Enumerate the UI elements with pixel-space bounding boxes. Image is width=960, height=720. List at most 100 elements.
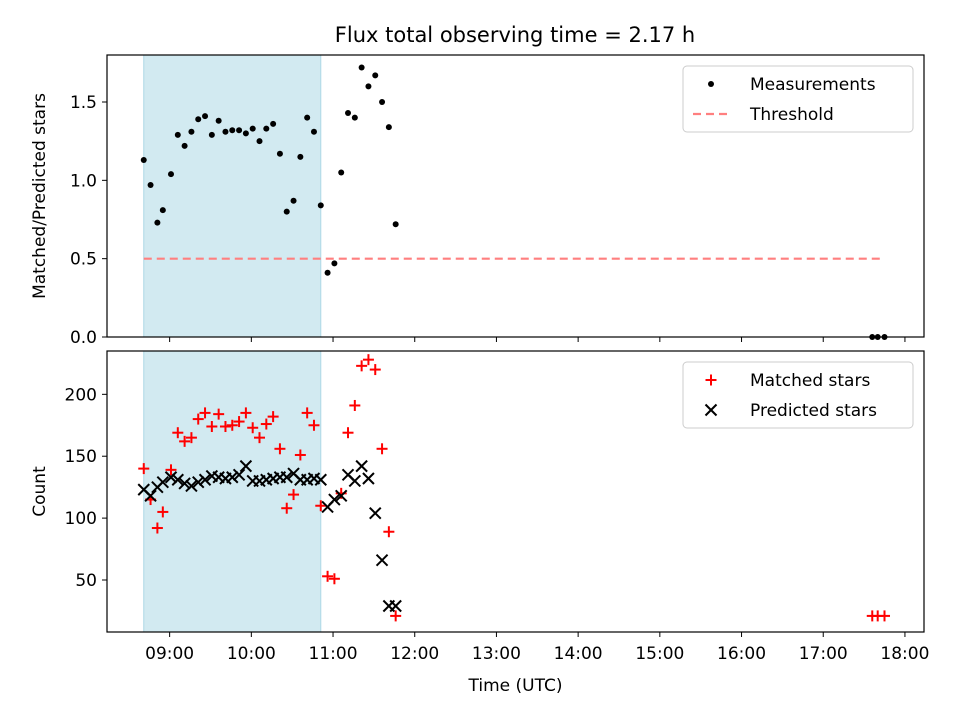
legend-box	[682, 65, 914, 133]
measurement-point	[310, 128, 317, 135]
legend-label: Threshold	[749, 105, 834, 125]
predicted-stars-point	[164, 471, 178, 484]
x-tick-label: 11:00	[309, 644, 358, 664]
shaded-observing-window	[143, 350, 322, 633]
matched-stars-point	[342, 427, 354, 439]
y-tick-label: 0.0	[70, 328, 97, 348]
legend: Measurements Threshold	[682, 65, 914, 133]
measurement-point	[297, 153, 304, 160]
measurement-point	[276, 150, 283, 157]
measurement-point	[181, 142, 188, 149]
y-tick-label: 150	[65, 447, 97, 467]
matched-stars-point	[288, 489, 300, 501]
matched-stars-point	[247, 422, 259, 434]
measurement-point	[195, 116, 202, 123]
matched-stars-point	[281, 502, 293, 514]
legend-entry: Measurements	[708, 75, 876, 95]
y-tick-label: 1.5	[70, 93, 97, 113]
predicted-stars-point	[185, 479, 198, 493]
matched-stars-point	[362, 354, 374, 366]
measurement-point	[392, 221, 399, 228]
predicted-stars-point	[198, 473, 212, 486]
matched-stars-point	[349, 399, 361, 411]
chart-title: Flux total observing time = 2.17 h	[335, 23, 695, 47]
matched-stars-point	[301, 407, 313, 419]
x-tick-label: 16:00	[717, 644, 766, 664]
matched-stars-point	[383, 526, 395, 538]
measurement-point	[290, 197, 297, 204]
axes-frame	[106, 350, 925, 633]
predicted-stars-point	[144, 489, 157, 503]
legend-entry: Threshold	[693, 105, 834, 125]
y-tick-label: 100	[65, 509, 97, 529]
legend-label: Measurements	[750, 75, 876, 95]
measurement-point	[338, 169, 345, 176]
predicted-stars-point	[239, 459, 253, 473]
legend-x-swatch	[704, 403, 718, 417]
measurement-point	[222, 128, 229, 135]
predicted-stars-point	[171, 473, 185, 486]
predicted-stars-point	[232, 468, 246, 481]
x-tick-label: 13:00	[472, 644, 521, 664]
measurement-point	[379, 99, 386, 105]
top-panel: 0.0 0.5 1.0 1.5 Matched/Predicted stars Measu…	[30, 54, 925, 348]
measurement-point	[159, 207, 166, 214]
matched-stars-point	[157, 506, 169, 518]
measurement-point	[208, 131, 215, 138]
axes-frame	[106, 54, 925, 338]
x-tick-label: 12:00	[390, 644, 439, 664]
measurement-point	[188, 128, 195, 135]
predicted-stars-point	[178, 477, 191, 490]
x-tick-label: 15:00	[635, 644, 684, 664]
matched-stars-point	[254, 432, 266, 444]
matched-stars-point	[206, 421, 218, 433]
matched-stars-point	[274, 443, 286, 455]
predicted-stars-point	[362, 472, 375, 485]
legend-entry: Predicted stars	[704, 401, 877, 421]
matched-stars-point	[294, 449, 306, 461]
y-tick-label: 0.5	[70, 250, 97, 270]
measurement-point	[236, 127, 243, 134]
predicted-stars-point	[226, 471, 239, 484]
predicted-stars-point	[348, 474, 362, 488]
matched-stars-point	[199, 407, 211, 419]
predicted-stars-point	[192, 476, 205, 489]
predicted-stars-point	[375, 553, 389, 567]
measurement-point	[154, 219, 161, 226]
matched-stars-point	[233, 416, 245, 428]
y-tick-label: 1.0	[70, 171, 97, 191]
predicted-stars-point	[328, 493, 341, 506]
matched-stars-point	[376, 443, 388, 455]
measurement-point	[202, 113, 209, 120]
measurement-point	[385, 124, 392, 131]
measurement-point	[283, 208, 290, 215]
matched-stars-point	[219, 421, 231, 433]
predicted-stars-point	[369, 506, 382, 520]
measurement-point	[365, 83, 372, 90]
legend-label: Predicted stars	[750, 401, 877, 421]
matched-stars-point	[390, 610, 402, 622]
measurement-point	[345, 109, 352, 116]
matched-stars-point	[179, 435, 191, 447]
series-matched-stars	[138, 354, 891, 622]
predicted-stars-point	[156, 476, 170, 489]
measurement-point	[304, 114, 311, 121]
legend-label: Matched stars	[750, 371, 870, 391]
matched-stars-point	[369, 364, 381, 376]
measurement-point	[215, 117, 222, 124]
matched-stars-point	[267, 411, 279, 423]
matched-stars-point	[879, 610, 891, 622]
measurement-point	[372, 72, 379, 79]
series-measurements	[140, 64, 888, 340]
predicted-stars-point	[334, 489, 348, 503]
measurement-point	[256, 138, 263, 145]
measurement-point	[167, 171, 174, 178]
matched-stars-point	[185, 432, 197, 444]
legend-dot-swatch	[708, 81, 714, 87]
bottom-panel: 09:00 10:00 11:00 12:00 13:00 14:00 15:00 16:00…	[30, 350, 929, 696]
predicted-stars-point	[314, 473, 327, 486]
legend-entry: Matched stars	[705, 371, 870, 391]
predicted-stars-point	[355, 459, 368, 473]
matched-stars-point	[260, 418, 272, 430]
